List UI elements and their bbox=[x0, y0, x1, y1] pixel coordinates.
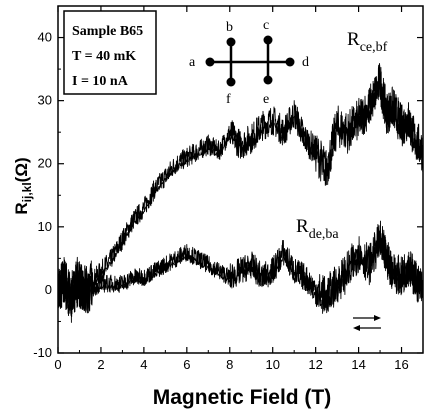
series-label-ce-bf-main: R bbox=[347, 29, 360, 50]
svg-text:Rde,ba: Rde,ba bbox=[296, 216, 339, 242]
x-tick-label: 16 bbox=[394, 357, 408, 372]
contact-dot-d bbox=[285, 57, 295, 67]
x-tick-label: 0 bbox=[54, 357, 61, 372]
y-axis-title-unit: (Ω) bbox=[12, 157, 31, 182]
contact-dot-f bbox=[226, 77, 236, 87]
arrow-left-head bbox=[353, 325, 360, 331]
legend-box bbox=[63, 10, 157, 95]
contact-diagram: a b c d e f bbox=[189, 18, 309, 107]
x-tick-label: 10 bbox=[265, 357, 279, 372]
contact-label-e: e bbox=[263, 92, 269, 107]
plot-frame bbox=[57, 5, 424, 354]
series-label-de-ba-sub: de,ba bbox=[309, 227, 340, 242]
x-tick-label: 8 bbox=[226, 357, 233, 372]
series-label-ce-bf: Rce,bf bbox=[347, 29, 388, 55]
series-label-ce-bf-sub: ce,bf bbox=[360, 40, 388, 55]
contact-dot-a bbox=[205, 57, 215, 67]
x-tick-label: 4 bbox=[140, 357, 147, 372]
legend-line-temperature: T = 40 mK bbox=[72, 49, 136, 64]
y-tick-label: 10 bbox=[38, 219, 52, 234]
y-tick-label: 20 bbox=[38, 156, 52, 171]
y-axis-title-sub: ij,kl bbox=[20, 182, 34, 202]
series-line-reverse-0 bbox=[57, 77, 424, 309]
legend-line-current: I = 10 nA bbox=[72, 74, 129, 89]
series-line-0 bbox=[57, 63, 424, 316]
x-axis-title: Magnetic Field (T) bbox=[153, 386, 332, 409]
sweep-direction-arrows bbox=[353, 315, 381, 331]
contact-dot-e bbox=[263, 75, 273, 85]
contact-dot-b bbox=[226, 37, 236, 47]
series-layer bbox=[57, 63, 424, 323]
series-line-reverse-1 bbox=[57, 234, 424, 317]
series-label-de-ba: Rde,ba bbox=[296, 216, 339, 242]
legend-line-sample: Sample B65 bbox=[72, 24, 143, 39]
svg-text:Rce,bf: Rce,bf bbox=[347, 29, 388, 55]
x-tick-label: 6 bbox=[183, 357, 190, 372]
series-label-de-ba-main: R bbox=[296, 216, 309, 237]
x-tick-label: 2 bbox=[97, 357, 104, 372]
y-tick-label: -10 bbox=[33, 345, 52, 360]
contact-dot-c bbox=[263, 35, 273, 45]
contact-label-b: b bbox=[226, 20, 233, 35]
y-axis-title: Rij,kl(Ω) bbox=[12, 157, 34, 214]
y-axis-title-main: R bbox=[12, 202, 31, 214]
y-tick-label: 0 bbox=[45, 282, 52, 297]
x-tick-label: 14 bbox=[351, 357, 365, 372]
contact-label-f: f bbox=[226, 92, 231, 107]
y-tick-label: 40 bbox=[38, 30, 52, 45]
contact-label-d: d bbox=[302, 55, 309, 70]
y-tick-label: 30 bbox=[38, 93, 52, 108]
contact-label-c: c bbox=[263, 18, 269, 33]
arrow-right-head bbox=[374, 315, 381, 321]
x-tick-label: 12 bbox=[308, 357, 322, 372]
legend: Sample B65 T = 40 mK I = 10 nA bbox=[63, 10, 157, 95]
contact-label-a: a bbox=[189, 55, 196, 70]
